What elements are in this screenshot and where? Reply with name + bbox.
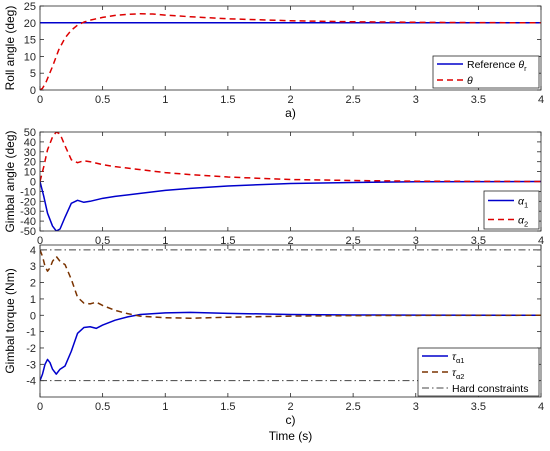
x-tick-label: 4 xyxy=(538,235,544,247)
series-line xyxy=(40,12,541,90)
x-tick-label: 2.5 xyxy=(345,401,360,413)
series-line xyxy=(40,311,541,381)
axes-box xyxy=(39,131,542,232)
x-tick-label: 3.5 xyxy=(471,94,486,106)
series-group xyxy=(40,132,541,231)
y-tick-label: 1 xyxy=(30,294,36,306)
x-tick-label: 0 xyxy=(37,401,43,413)
x-tick-label: 1.5 xyxy=(220,401,235,413)
legend-label: α2 xyxy=(518,215,528,229)
x-tick-label: 0.5 xyxy=(95,401,110,413)
legend-label: Reference θr xyxy=(467,59,527,73)
x-tick-label: 1 xyxy=(162,94,168,106)
legend-label: α1 xyxy=(518,196,528,210)
legend-box xyxy=(432,55,540,89)
y-tick-label: -50 xyxy=(20,226,36,238)
x-tick-label: 3.5 xyxy=(471,401,486,413)
y-tick-label: -3 xyxy=(26,359,36,371)
x-tick-label: 3 xyxy=(413,401,419,413)
axes-box xyxy=(39,244,542,398)
x-tick-label: 3 xyxy=(413,235,419,247)
x-tick-label: 2.5 xyxy=(345,235,360,247)
x-tick-label: 1.5 xyxy=(220,94,235,106)
x-tick-label: 2 xyxy=(287,401,293,413)
panel-label: c) xyxy=(286,413,296,427)
y-tick-label: 10 xyxy=(24,167,36,179)
series-line xyxy=(40,249,541,319)
y-tick-label: -20 xyxy=(20,196,36,208)
series-line xyxy=(40,180,541,231)
x-tick-label: 2 xyxy=(287,235,293,247)
x-tick-label: 0.5 xyxy=(95,235,110,247)
y-tick-label: 0 xyxy=(30,85,36,97)
legend-label: θ xyxy=(467,75,473,87)
y-axis-label: Roll angle (deg) xyxy=(3,6,17,91)
axes-box xyxy=(39,5,542,91)
x-tick-label: 0.5 xyxy=(95,94,110,106)
y-tick-label: 25 xyxy=(24,1,36,13)
x-tick-label: 3 xyxy=(413,94,419,106)
y-tick-label: 0 xyxy=(30,310,36,322)
y-tick-label: -10 xyxy=(20,186,36,198)
y-axis-label: Gimbal torque (Nm) xyxy=(3,268,17,373)
y-tick-label: 40 xyxy=(24,137,36,149)
legend-label: τα1 xyxy=(452,351,464,365)
y-tick-label: -4 xyxy=(26,376,36,388)
x-tick-label: 0 xyxy=(37,94,43,106)
y-tick-label: 30 xyxy=(24,147,36,159)
x-tick-label: 4 xyxy=(538,94,544,106)
y-tick-label: -30 xyxy=(20,206,36,218)
panel-label: a) xyxy=(285,106,296,120)
y-tick-label: 15 xyxy=(24,35,36,47)
panel-2: 0 0.5 1 1.5 2 2.5 3 3.5 4-50-40-30-20-1001020304… xyxy=(3,127,544,261)
y-tick-label: 20 xyxy=(24,18,36,30)
x-axis-label: Time (s) xyxy=(269,429,313,443)
x-tick-label: 2 xyxy=(287,94,293,106)
series-line xyxy=(40,132,541,183)
x-tick-label: 3.5 xyxy=(471,235,486,247)
panel-3: 0 0.5 1 1.5 2 2.5 3 3.5 4 -4 -3 -2 -1 0 1 2 3 4 Gimbal tor… xyxy=(3,244,544,443)
legend-label: τα2 xyxy=(452,367,464,381)
y-axis-label: Gimbal angle (deg) xyxy=(3,130,17,232)
y-tick-label: -1 xyxy=(26,327,36,339)
y-tick-label: 3 xyxy=(30,261,36,273)
legend-label: Hard constraints xyxy=(452,383,528,395)
y-tick-label: 4 xyxy=(30,245,36,257)
x-tick-label: 1.5 xyxy=(220,235,235,247)
y-tick-label: 20 xyxy=(24,157,36,169)
legend: τα1 τα2 Hard constraints xyxy=(417,347,540,397)
y-tick-label: -40 xyxy=(20,216,36,228)
series-group xyxy=(40,12,541,90)
panel-1: 0 0.5 1 1.5 2 2.5 3 3.5 4 0 5 10 15 20 25 Roll angle (d… xyxy=(3,1,544,120)
x-tick-label: 1 xyxy=(162,401,168,413)
x-tick-label: 2.5 xyxy=(345,94,360,106)
y-tick-label: 5 xyxy=(30,68,36,80)
y-tick-label: 2 xyxy=(30,278,36,290)
x-tick-label: 4 xyxy=(538,401,544,413)
x-tick-label: 0 xyxy=(37,235,43,247)
legend: Reference θr θ xyxy=(432,55,540,89)
y-tick-label: 50 xyxy=(24,127,36,139)
y-tick-label: -2 xyxy=(26,343,36,355)
y-tick-label: 0 xyxy=(30,177,36,189)
y-tick-label: 10 xyxy=(24,51,36,63)
x-tick-label: 1 xyxy=(162,235,168,247)
legend-box xyxy=(483,190,540,230)
